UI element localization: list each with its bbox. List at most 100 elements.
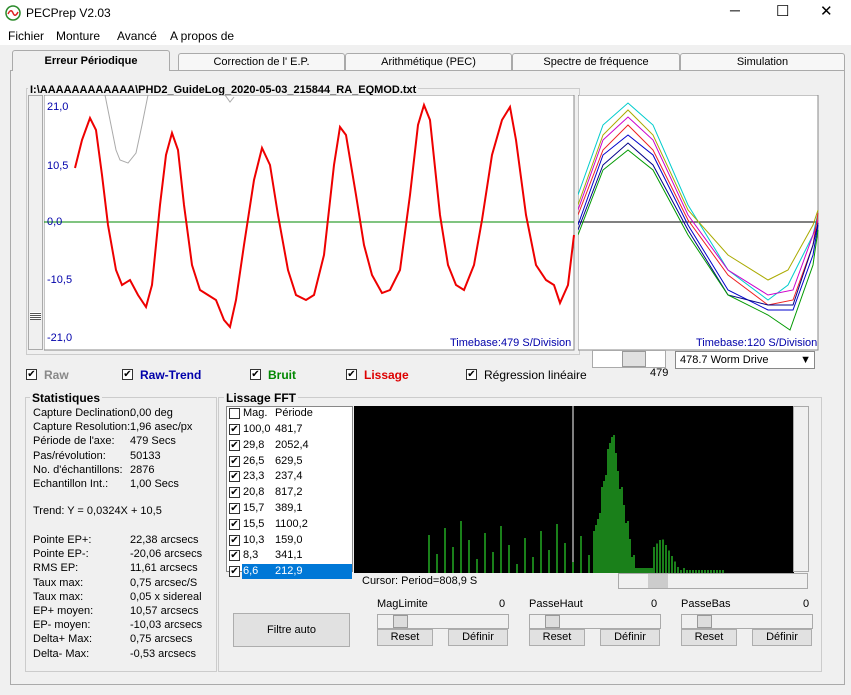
tab[interactable]: Simulation	[680, 53, 845, 70]
mag-value: 15,5	[243, 517, 265, 530]
y-tick-label: -21,0	[47, 332, 73, 344]
timebase-label: Timebase:120 S/Division	[696, 337, 818, 349]
period-value: 237,4	[275, 470, 303, 483]
close[interactable]: ✕	[820, 3, 833, 20]
dropdown-arrow[interactable]: ▼	[800, 354, 811, 366]
raw-curve	[104, 95, 149, 164]
vertical-scrollbar[interactable]	[28, 95, 43, 350]
stat-label: RMS EP:	[33, 562, 79, 575]
checkbox-label: Raw-Trend	[140, 368, 202, 382]
stat-value: 2876	[130, 463, 155, 476]
checkbox[interactable]: ✔	[229, 518, 240, 530]
period-value: 481,7	[275, 423, 303, 435]
filter-slider[interactable]	[377, 614, 509, 629]
y-tick-label: 21,0	[47, 101, 69, 113]
checkbox[interactable]: ✔	[229, 439, 240, 451]
menu-item[interactable]: Monture	[56, 29, 101, 43]
define-button[interactable]: Définir	[752, 629, 812, 646]
mag-value: 20,8	[243, 486, 265, 499]
period-value: 1100,2	[275, 517, 308, 530]
stat-value: 0,00 deg	[130, 407, 173, 419]
stat-value: 0,75 arcsecs	[130, 633, 193, 646]
tab[interactable]: Correction de l' E.P.	[178, 53, 345, 70]
cursor-label: Cursor: Period=808,9 S	[362, 575, 478, 587]
scroll-value: 479	[650, 367, 669, 379]
scroll-thumb[interactable]	[622, 351, 646, 367]
checkbox-label: Régression linéaire	[484, 368, 587, 382]
spectrum-scrollbar[interactable]	[618, 573, 808, 589]
worm-dropdown[interactable]: 478.7 Worm Drive ▼	[675, 351, 815, 369]
menu-item[interactable]: A propos de	[170, 29, 235, 43]
stat-value: -20,06 arcsecs	[130, 548, 203, 561]
checkbox[interactable]: ✔	[229, 424, 240, 435]
y-tick-label: 10,5	[47, 160, 69, 172]
checkbox[interactable]: ✔	[229, 550, 240, 562]
checkbox[interactable]: ✔	[122, 369, 133, 380]
filter-slider[interactable]	[529, 614, 661, 629]
stat-label: Taux max:	[33, 576, 84, 589]
filter-label: PasseHaut	[529, 598, 583, 610]
checkbox[interactable]: ✔	[229, 455, 240, 467]
menu-item[interactable]: Fichier	[8, 29, 45, 43]
tab[interactable]: Spectre de fréquence	[512, 53, 680, 70]
timebase-label: Timebase:479 S/Division	[450, 337, 572, 349]
checkbox[interactable]: ✔	[229, 503, 240, 514]
checkbox[interactable]: ✔	[26, 369, 37, 380]
y-tick-label: -10,5	[47, 274, 73, 286]
statistics-group	[25, 397, 217, 672]
fft-spectrum	[354, 406, 794, 573]
checkbox[interactable]: ✔	[229, 487, 240, 499]
column-header: Mag.	[243, 407, 268, 419]
maximize[interactable]: ☐	[776, 3, 790, 20]
stat-label: EP+ moyen:	[33, 605, 94, 617]
checkbox[interactable]: ✔	[229, 471, 240, 483]
period-value: 212,9	[275, 565, 303, 578]
slider-thumb[interactable]	[545, 615, 560, 628]
list-scrollbar[interactable]	[793, 406, 809, 572]
selected-row	[242, 564, 352, 580]
scroll-thumb[interactable]	[30, 312, 41, 320]
checkbox[interactable]: ✔	[229, 566, 240, 578]
checkbox[interactable]: ✔	[250, 369, 261, 380]
filter-value: 0	[499, 598, 506, 610]
mag-value: 29,8	[243, 438, 265, 451]
minimize[interactable]: ─	[730, 2, 740, 18]
stat-value: 11,61 arcsecs	[130, 562, 198, 575]
tab-panel	[10, 70, 845, 685]
auto-filter-button[interactable]: Filtre auto	[233, 613, 350, 647]
reset-button[interactable]: Reset	[529, 629, 585, 646]
harmonic-list	[226, 406, 353, 572]
stat-label: Pas/révolution:	[33, 449, 106, 462]
reset-button[interactable]: Reset	[377, 629, 433, 646]
mag-value: 8,3	[243, 549, 259, 562]
filter-label: PasseBas	[681, 598, 731, 610]
menu-item[interactable]: Avancé	[117, 29, 157, 43]
reset-button[interactable]: Reset	[681, 629, 737, 646]
stat-value: 479 Secs	[130, 435, 176, 448]
period-value: 389,1	[275, 502, 303, 514]
stat-label: No. d'échantillons:	[33, 463, 123, 476]
file-path: I:\AAAAAAAAAAAA\PHD2_GuideLog_2020-05-03…	[28, 84, 419, 96]
period-value: 629,5	[275, 454, 303, 467]
slider-thumb[interactable]	[697, 615, 712, 628]
stat-value: -10,03 arcsecs	[130, 619, 203, 632]
define-button[interactable]: Définir	[600, 629, 660, 646]
filter-slider[interactable]	[681, 614, 813, 629]
tab[interactable]: Arithmétique (PEC)	[345, 53, 512, 70]
main-plot	[44, 95, 575, 351]
checkbox[interactable]	[229, 408, 240, 419]
filter-value: 0	[651, 598, 658, 610]
checkbox[interactable]: ✔	[466, 369, 477, 380]
stat-label: Pointe EP-:	[33, 548, 89, 561]
stat-label: Période de l'axe:	[33, 435, 115, 448]
checkbox[interactable]: ✔	[229, 534, 240, 546]
define-button[interactable]: Définir	[448, 629, 508, 646]
mag-value: 6,6	[243, 565, 259, 578]
app-icon	[5, 5, 21, 21]
scroll-thumb[interactable]	[648, 574, 668, 588]
slider-thumb[interactable]	[393, 615, 408, 628]
period-value: 2052,4	[275, 438, 309, 451]
checkbox[interactable]: ✔	[346, 369, 357, 380]
tab[interactable]: Erreur Périodique	[12, 50, 170, 71]
stat-value: 0,75 arcsec/S	[130, 576, 198, 589]
